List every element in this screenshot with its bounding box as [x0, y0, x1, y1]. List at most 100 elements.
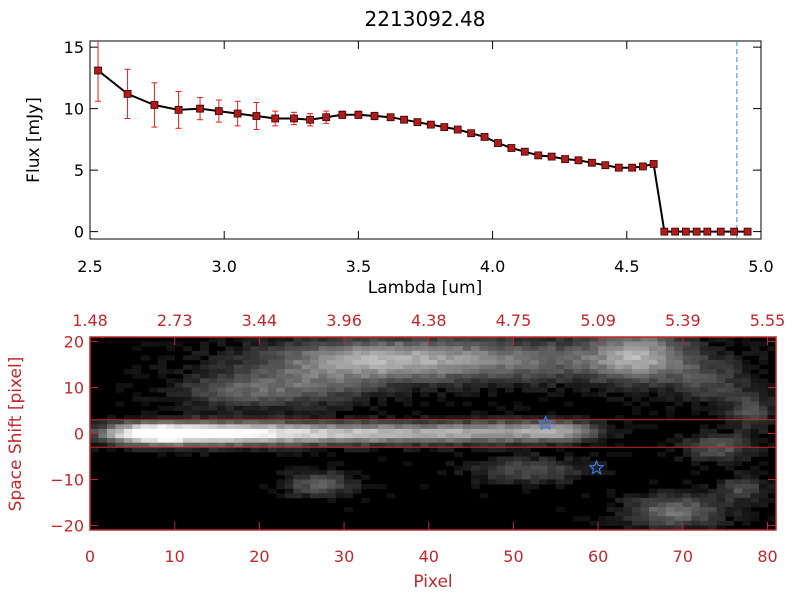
image-cell — [716, 378, 726, 384]
image-cell — [750, 405, 760, 411]
image-cell — [284, 493, 294, 499]
image-cell — [538, 378, 548, 384]
image-cell — [301, 401, 311, 407]
image-cell — [259, 424, 269, 430]
image-cell — [377, 337, 387, 342]
image-cell — [344, 378, 353, 384]
image-cell — [699, 451, 709, 457]
image-cell — [454, 392, 464, 398]
image-cell — [284, 387, 294, 393]
image-cell — [183, 387, 193, 393]
image-cell — [352, 369, 362, 375]
image-cell — [361, 378, 370, 384]
image-cell — [538, 428, 548, 434]
image-cell — [200, 369, 209, 375]
image-cell — [411, 378, 421, 384]
image-cell — [615, 433, 624, 439]
image-cell — [411, 428, 421, 434]
image-cell — [733, 447, 743, 453]
image-cell — [420, 364, 430, 370]
image-cell — [742, 479, 751, 485]
image-cell — [208, 364, 218, 370]
image-cell — [259, 369, 269, 375]
image-cell — [513, 451, 523, 457]
image-cell — [725, 373, 735, 379]
image-cell — [233, 438, 243, 444]
image-cell — [640, 378, 650, 384]
image-cell — [564, 479, 574, 485]
image-cell — [767, 337, 777, 342]
image-cell — [233, 350, 243, 356]
image-cell — [352, 382, 362, 388]
image-cell — [225, 378, 235, 384]
image-cell — [183, 346, 193, 352]
image-cell — [581, 392, 591, 398]
image-cell — [691, 488, 701, 494]
image-cell — [437, 350, 447, 356]
data-point — [370, 112, 379, 120]
image-cell — [547, 378, 557, 384]
image-cell — [276, 438, 286, 444]
image-cell — [691, 382, 701, 388]
image-cell — [386, 350, 396, 356]
image-cell — [581, 415, 591, 421]
image-cell — [217, 401, 226, 407]
image-cell — [411, 350, 421, 356]
image-cell — [191, 415, 201, 421]
image-cell — [166, 341, 176, 347]
image-cell — [318, 474, 328, 480]
image-cell — [318, 405, 328, 411]
image-cell — [581, 337, 591, 342]
image-cell — [233, 364, 243, 370]
image-y-tick-label: 20 — [64, 333, 84, 352]
image-cell — [496, 359, 506, 365]
image-cell — [132, 415, 142, 421]
image-cell — [665, 378, 675, 384]
image-cell — [547, 373, 557, 379]
spectrum-y-label: Flux [mJy] — [24, 97, 44, 183]
image-cell — [140, 355, 150, 361]
image-cell — [217, 369, 226, 375]
image-cell — [301, 419, 311, 425]
image-cell — [166, 378, 176, 384]
image-cell — [572, 378, 582, 384]
image-cell — [708, 502, 718, 508]
image-cell — [454, 350, 464, 356]
image-cell — [233, 337, 243, 342]
image-cell — [708, 451, 718, 457]
image-cell — [691, 484, 701, 490]
image-cell — [191, 373, 201, 379]
image-cell — [411, 442, 421, 448]
image-cell — [259, 442, 269, 448]
image-cell — [344, 474, 353, 480]
image-cell — [250, 337, 260, 342]
image-cell — [691, 364, 701, 370]
image-cell — [555, 465, 565, 471]
image-cell — [394, 392, 404, 398]
image-cell — [166, 382, 176, 388]
image-cell — [166, 424, 176, 430]
image-cell — [699, 502, 709, 508]
image-cell — [623, 350, 633, 356]
image-cell — [504, 456, 514, 462]
image-cell — [674, 337, 684, 342]
image-cell — [327, 401, 337, 407]
image-cell — [200, 442, 209, 448]
image-cell — [200, 415, 209, 421]
image-cell — [691, 493, 701, 499]
image-cell — [462, 387, 472, 393]
image-cell — [428, 387, 438, 393]
image-cell — [157, 447, 167, 453]
image-cell — [437, 337, 447, 342]
image-cell — [733, 378, 743, 384]
image-cell — [665, 387, 675, 393]
image-cell — [699, 447, 709, 453]
image-cell — [640, 382, 650, 388]
image-cell — [615, 369, 624, 375]
image-cell — [327, 405, 337, 411]
image-cell — [200, 410, 209, 416]
image-cell — [767, 479, 777, 485]
image-cell — [530, 382, 540, 388]
image-cell — [572, 341, 582, 347]
image-cell — [259, 433, 269, 439]
